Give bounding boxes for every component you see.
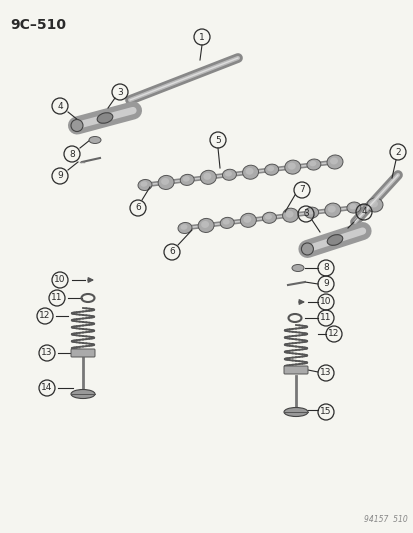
- Ellipse shape: [240, 213, 256, 228]
- Text: 10: 10: [54, 276, 66, 285]
- Ellipse shape: [326, 155, 342, 169]
- Ellipse shape: [201, 221, 209, 228]
- Ellipse shape: [180, 224, 187, 230]
- Text: 11: 11: [51, 294, 63, 303]
- Ellipse shape: [266, 166, 273, 172]
- Text: 2: 2: [394, 148, 400, 157]
- Ellipse shape: [203, 173, 211, 180]
- Ellipse shape: [264, 214, 271, 220]
- FancyBboxPatch shape: [71, 349, 95, 357]
- Ellipse shape: [89, 136, 101, 143]
- Ellipse shape: [262, 212, 276, 223]
- Text: 13: 13: [320, 368, 331, 377]
- Ellipse shape: [180, 174, 194, 185]
- Circle shape: [71, 119, 83, 132]
- Text: 15: 15: [320, 408, 331, 416]
- Ellipse shape: [220, 217, 234, 229]
- Ellipse shape: [291, 264, 303, 271]
- Ellipse shape: [224, 171, 231, 176]
- Ellipse shape: [284, 160, 300, 174]
- Text: 5: 5: [215, 135, 221, 144]
- Text: 12: 12: [39, 311, 50, 320]
- Ellipse shape: [178, 222, 192, 233]
- Ellipse shape: [349, 204, 356, 209]
- Ellipse shape: [329, 157, 337, 165]
- Text: 9: 9: [57, 172, 63, 181]
- Text: 12: 12: [328, 329, 339, 338]
- Text: 1: 1: [199, 33, 204, 42]
- Text: 6: 6: [169, 247, 174, 256]
- Text: 7: 7: [299, 185, 304, 195]
- Ellipse shape: [245, 168, 253, 175]
- Ellipse shape: [222, 169, 236, 180]
- Text: 9: 9: [322, 279, 328, 288]
- Ellipse shape: [369, 200, 377, 207]
- Ellipse shape: [327, 206, 335, 213]
- Ellipse shape: [97, 113, 113, 123]
- Ellipse shape: [326, 235, 342, 245]
- Ellipse shape: [324, 203, 340, 217]
- Text: 11: 11: [320, 313, 331, 322]
- Ellipse shape: [222, 219, 229, 224]
- Ellipse shape: [140, 181, 147, 187]
- Text: 4: 4: [360, 207, 366, 216]
- Ellipse shape: [306, 209, 313, 214]
- Circle shape: [301, 243, 313, 255]
- Ellipse shape: [198, 219, 214, 232]
- Ellipse shape: [283, 408, 307, 416]
- Text: 14: 14: [41, 384, 52, 392]
- Text: 94157  510: 94157 510: [363, 515, 407, 524]
- Text: 8: 8: [69, 149, 75, 158]
- Text: 3: 3: [302, 209, 308, 219]
- Ellipse shape: [309, 161, 316, 166]
- Text: 13: 13: [41, 349, 52, 358]
- Ellipse shape: [71, 390, 95, 399]
- Ellipse shape: [304, 207, 318, 218]
- Ellipse shape: [306, 159, 320, 170]
- Ellipse shape: [285, 211, 293, 217]
- Text: 8: 8: [322, 263, 328, 272]
- Text: 3: 3: [117, 87, 123, 96]
- Text: 9C–510: 9C–510: [10, 18, 66, 32]
- Ellipse shape: [264, 164, 278, 175]
- Ellipse shape: [366, 198, 382, 212]
- Ellipse shape: [346, 202, 360, 213]
- Text: 4: 4: [57, 101, 63, 110]
- Ellipse shape: [158, 175, 174, 189]
- Ellipse shape: [200, 171, 216, 184]
- Ellipse shape: [138, 180, 152, 190]
- Ellipse shape: [161, 178, 169, 185]
- Ellipse shape: [287, 163, 295, 169]
- Text: 6: 6: [135, 204, 140, 213]
- Ellipse shape: [182, 176, 189, 182]
- Ellipse shape: [242, 165, 258, 179]
- Ellipse shape: [282, 208, 298, 222]
- FancyBboxPatch shape: [283, 366, 307, 374]
- Text: 10: 10: [320, 297, 331, 306]
- Ellipse shape: [243, 216, 251, 223]
